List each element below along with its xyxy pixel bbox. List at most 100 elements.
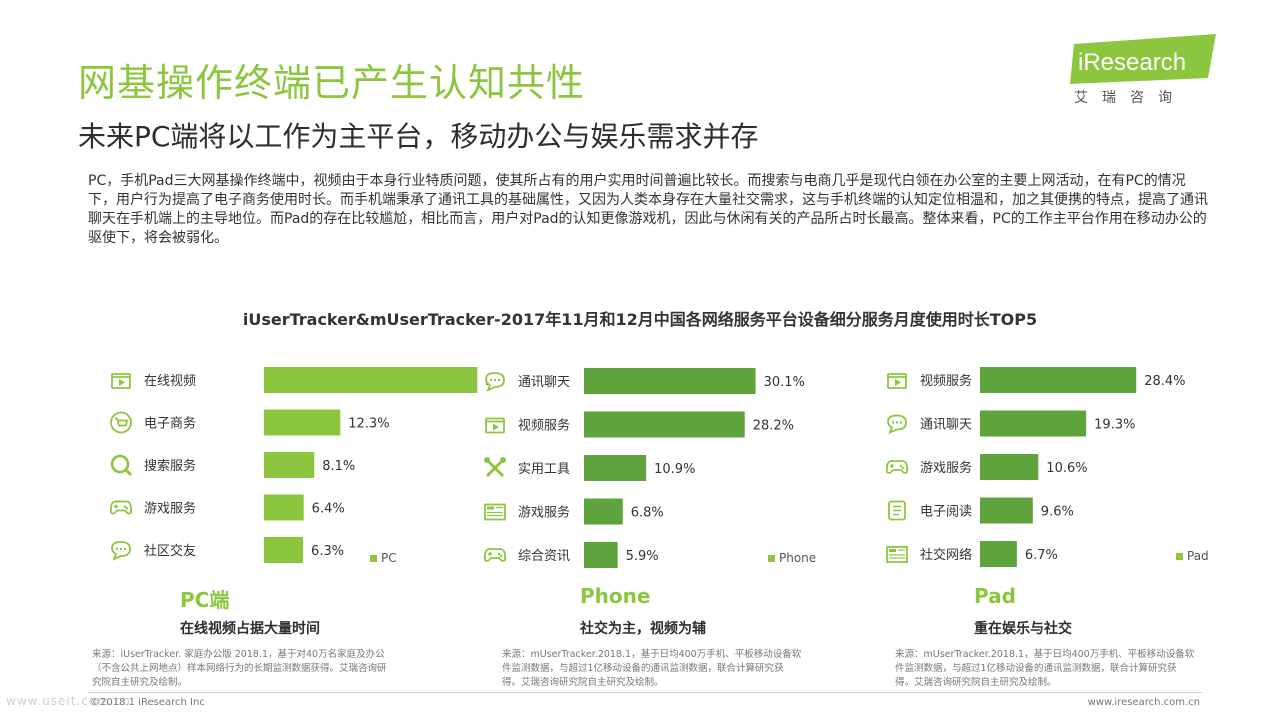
category-label: 电子商务 — [144, 416, 196, 432]
bar-row: 搜索服务 8.1% — [110, 452, 355, 478]
bar-row: 社交网络 6.7% — [886, 541, 1058, 567]
category-label: 搜索服务 — [144, 458, 196, 474]
legend-label: Pad — [1187, 549, 1209, 563]
bar-row: 视频服务 28.2% — [485, 411, 794, 438]
search-icon — [110, 454, 133, 477]
bar-row: 电子阅读 9.6% — [888, 497, 1074, 524]
chat-icon — [485, 372, 505, 392]
value-label: 9.6% — [1041, 505, 1074, 520]
legend-swatch — [370, 555, 377, 562]
bar-row: 电子商务 12.3% — [110, 409, 390, 436]
bar — [264, 537, 304, 563]
footer-divider — [88, 692, 1202, 693]
value-label: 30.1% — [764, 375, 805, 390]
watermark: www.useit.com.cn — [6, 694, 131, 708]
bar-row: 游戏服务 6.4% — [109, 494, 345, 521]
phone-bar-chart: 通讯聊天 30.1% 视频服务 28.2% 实用工具 10.9% 游戏服务 6.8% 综合资讯 5… — [483, 368, 805, 568]
news-icon — [484, 503, 506, 521]
category-label: 电子阅读 — [920, 505, 972, 520]
bar — [980, 367, 1137, 393]
value-label: 6.4% — [312, 502, 345, 517]
value-label: 6.8% — [631, 506, 664, 521]
video-icon — [485, 417, 505, 434]
phone-tagline: 社交为主，视频为辅 — [580, 621, 706, 637]
category-label: 实用工具 — [518, 462, 570, 477]
value-label: 12.3% — [348, 417, 389, 432]
bar — [264, 367, 478, 393]
pc-legend: PC — [370, 551, 397, 565]
category-label: 在线视频 — [144, 374, 196, 389]
bar — [264, 494, 304, 521]
value-label: 5.9% — [626, 549, 659, 564]
pad-tagline: 重在娱乐与社交 — [974, 621, 1072, 637]
copyright: ©2018.1 iResearch Inc — [90, 697, 205, 708]
category-label: 游戏服务 — [144, 501, 196, 517]
bar — [980, 497, 1033, 524]
value-label: 10.9% — [654, 462, 695, 477]
video-icon — [887, 373, 907, 389]
category-label: 游戏服务 — [920, 460, 972, 476]
chat-icon — [111, 541, 131, 561]
pc-bar-chart: 在线视频34.4% 电子商务 12.3% 搜索服务 8.1% 游戏服务 6.4% 社区交友 6.… — [109, 367, 488, 563]
bar-row: 综合资讯 5.9% — [483, 542, 659, 568]
pad-source: 来源：mUserTracker.2018.1，基于日均400万手机、平板移动设备… — [895, 649, 1195, 688]
bar-row: 游戏服务 6.8% — [484, 498, 664, 525]
legend-swatch — [768, 555, 775, 562]
pad-chart-panel: 视频服务 28.4% 通讯聊天 19.3% 游戏服务 10.6% 电子阅读 9.6% 社交网络 6… — [884, 355, 1264, 595]
bar — [584, 498, 623, 525]
bar-row: 通讯聊天 30.1% — [485, 368, 805, 394]
pc-chart-panel: 在线视频34.4% 电子商务 12.3% 搜索服务 8.1% 游戏服务 6.4% 社区交友 6.… — [108, 355, 488, 595]
category-label: 通讯聊天 — [518, 375, 570, 390]
phone-source: 来源：mUserTracker.2018.1，基于日均400万手机、平板移动设备… — [502, 649, 802, 688]
pc-heading: PC端 — [180, 588, 230, 612]
bar — [584, 542, 618, 568]
bar — [584, 411, 745, 438]
value-label: 8.1% — [322, 459, 355, 474]
news-icon — [886, 546, 908, 563]
category-label: 通讯聊天 — [920, 418, 972, 433]
value-label: 28.4% — [1144, 374, 1185, 389]
reader-icon — [888, 500, 906, 521]
legend-swatch — [1176, 553, 1183, 560]
page-subtitle: 未来PC端将以工作为主平台，移动办公与娱乐需求并存 — [78, 120, 759, 153]
legend-label: PC — [381, 551, 397, 565]
legend-label: Phone — [779, 551, 817, 565]
bar — [264, 409, 341, 436]
pad-legend: Pad — [1176, 549, 1209, 563]
bar — [980, 541, 1017, 567]
chart-title: iUserTracker&mUserTracker-2017年11月和12月中国… — [242, 310, 1038, 329]
category-label: 游戏服务 — [518, 505, 570, 521]
iresearch-logo: iResearch — [1070, 34, 1216, 84]
pc-source: 来源：iUserTracker. 家庭办公版 2018.1，基于对40万名家庭及… — [92, 649, 387, 688]
category-label: 视频服务 — [518, 418, 570, 434]
pad-bar-chart: 视频服务 28.4% 通讯聊天 19.3% 游戏服务 10.6% 电子阅读 9.6% 社交网络 6… — [885, 367, 1186, 567]
gamepad-icon — [109, 500, 133, 515]
value-label: 19.3% — [1094, 418, 1135, 433]
phone-legend: Phone — [768, 551, 816, 565]
intro-paragraph: PC，手机Pad三大网基操作终端中，视频由于本身行业特质问题，使其所占有的用户实… — [88, 173, 1208, 246]
chat-icon — [887, 414, 907, 435]
pc-tagline: 在线视频占据大量时间 — [180, 621, 320, 637]
category-label: 综合资讯 — [518, 549, 570, 564]
bar-row: 视频服务 28.4% — [887, 367, 1186, 393]
phone-chart-panel: 通讯聊天 30.1% 视频服务 28.2% 实用工具 10.9% 游戏服务 6.8% 综合资讯 5… — [482, 355, 862, 595]
logo-text: iResearch — [1078, 49, 1186, 76]
tools-icon — [484, 457, 506, 478]
bar — [980, 454, 1039, 480]
bar — [980, 410, 1087, 437]
pad-heading: Pad — [974, 584, 1016, 608]
category-label: 社区交友 — [144, 543, 196, 559]
bar — [584, 455, 647, 481]
video-icon — [111, 373, 131, 389]
category-label: 视频服务 — [920, 373, 972, 389]
phone-heading: Phone — [580, 584, 651, 608]
gamepad-icon — [483, 548, 507, 563]
gamepad-icon — [885, 460, 909, 475]
bar-row: 在线视频34.4% — [111, 367, 488, 393]
value-label: 28.2% — [753, 419, 794, 434]
bar-row: 社区交友 6.3% — [111, 537, 344, 563]
category-label: 社交网络 — [920, 547, 972, 563]
bar-row: 通讯聊天 19.3% — [887, 410, 1135, 437]
value-label: 6.7% — [1025, 548, 1058, 563]
logo-cn: 艾瑞咨询 — [1074, 90, 1186, 106]
